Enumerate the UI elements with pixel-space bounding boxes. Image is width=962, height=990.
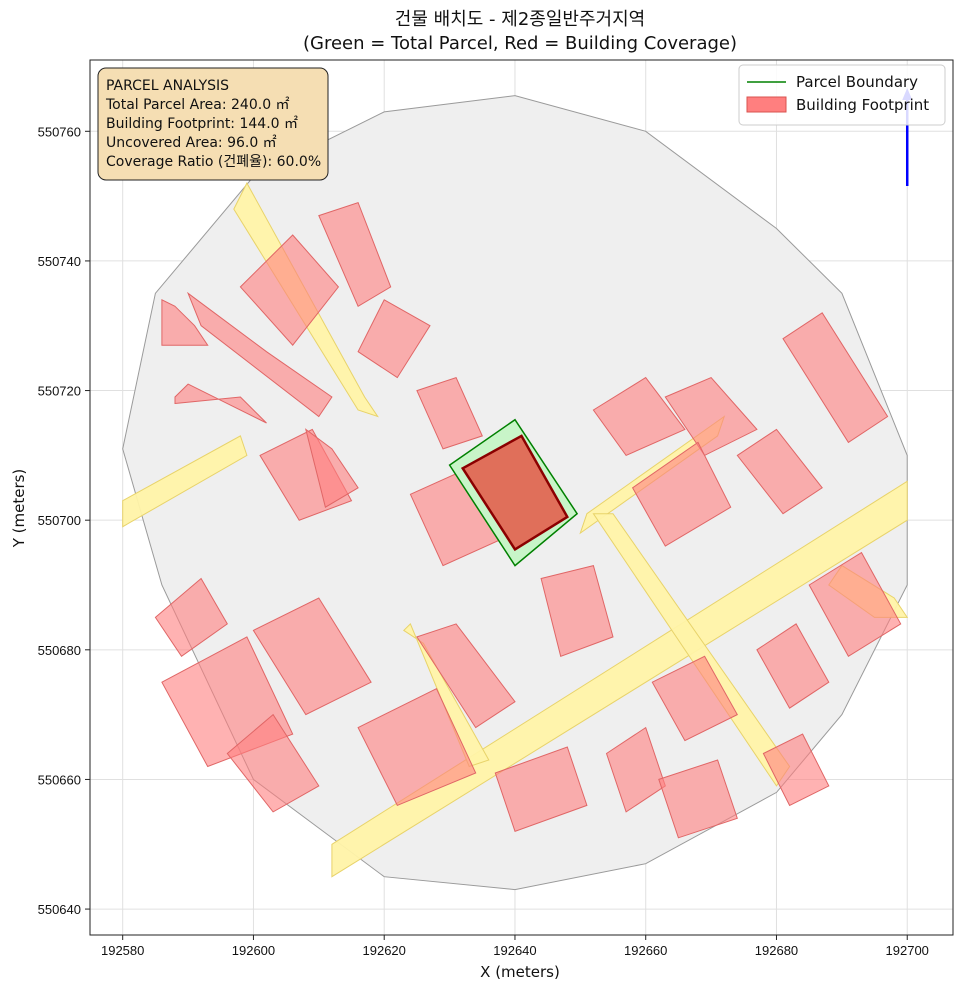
building (540, 564, 614, 657)
legend-building-swatch (746, 96, 787, 113)
building (416, 623, 516, 729)
building (252, 597, 372, 716)
building (304, 428, 359, 508)
building (318, 201, 392, 308)
chart-title-line-1: 건물 배치도 - 제2종일반주거지역 (395, 9, 645, 30)
building (186, 291, 333, 418)
info-footprint: Building Footprint: 144.0 ㎡ (106, 116, 298, 132)
building (226, 713, 320, 813)
building (762, 733, 830, 807)
info-total-area: Total Parcel Area: 240.0 ㎡ (105, 97, 290, 113)
building (592, 376, 686, 457)
building (239, 234, 340, 346)
y-axis-label: Y (meters) (10, 469, 28, 549)
y-tick-label: 550760 (38, 124, 81, 139)
building (782, 312, 889, 444)
road (331, 480, 908, 878)
y-tick-label: 550720 (38, 384, 81, 399)
y-tick-label: 550680 (38, 643, 81, 658)
building (174, 383, 267, 424)
y-tick-label: 550660 (38, 772, 81, 787)
building (736, 428, 823, 515)
building (658, 759, 738, 839)
building (416, 376, 483, 450)
legend: Parcel Boundary Building Footprint (738, 64, 946, 126)
x-tick-label: 192580 (101, 943, 144, 958)
building-footprint (460, 434, 569, 552)
x-tick-label: 192700 (886, 943, 929, 958)
x-tick-label: 192660 (624, 943, 667, 958)
building (494, 746, 588, 832)
building (357, 299, 431, 379)
x-tick-label: 192600 (232, 943, 275, 958)
legend-building-label: Building Footprint (796, 96, 929, 114)
plot-frame (89, 59, 954, 936)
info-coverage: Coverage Ratio (건폐율): 60.0% (106, 154, 321, 170)
building (756, 623, 830, 709)
x-tick-label: 192640 (493, 943, 536, 958)
building (651, 655, 738, 742)
x-tick-label: 192680 (755, 943, 798, 958)
building (808, 551, 902, 658)
chart-title-line-2: (Green = Total Parcel, Red = Building Co… (303, 33, 737, 54)
parcel-layer (448, 418, 579, 567)
building-layer (154, 201, 902, 839)
road (122, 435, 248, 528)
info-box: PARCEL ANALYSIS Total Parcel Area: 240.0… (97, 67, 329, 181)
building (161, 298, 209, 346)
legend-parcel-label: Parcel Boundary (796, 73, 918, 91)
info-uncovered: Uncovered Area: 96.0 ㎡ (106, 135, 277, 151)
x-tick-label: 192620 (363, 943, 406, 958)
y-tick-label: 550640 (38, 902, 81, 917)
x-axis-ticks: 192580 192600 192620 192640 192660 192680 1927… (101, 935, 929, 958)
building (664, 376, 758, 457)
y-tick-label: 550740 (38, 254, 81, 269)
y-axis-ticks: 550640 550660 550680 550700 550720 550740 5507… (38, 124, 90, 917)
building (357, 688, 477, 807)
building (154, 577, 228, 658)
building (631, 441, 732, 547)
info-heading: PARCEL ANALYSIS (106, 78, 229, 94)
x-axis-label: X (meters) (480, 963, 560, 981)
y-tick-label: 550700 (38, 513, 81, 528)
